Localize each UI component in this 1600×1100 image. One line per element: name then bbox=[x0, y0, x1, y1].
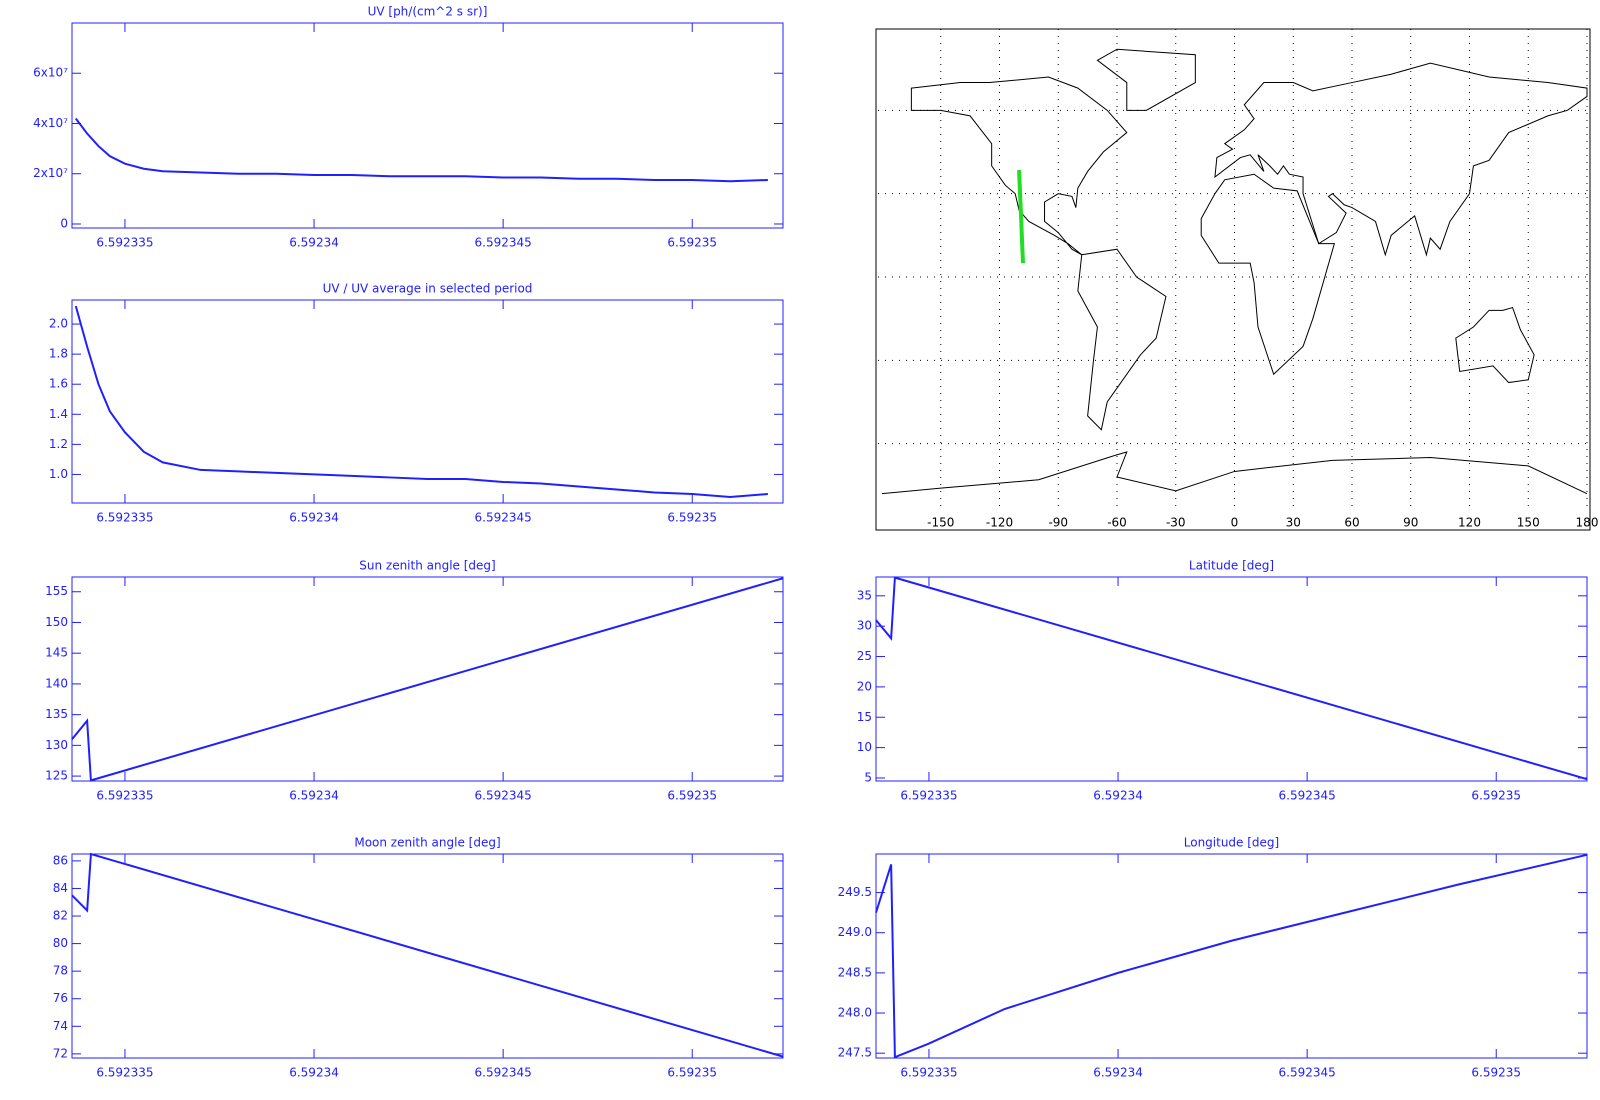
x-tick-label: 90 bbox=[1403, 516, 1418, 530]
y-tick-label: 1.8 bbox=[49, 347, 68, 361]
map-frame bbox=[875, 28, 1591, 531]
plot-frame bbox=[71, 576, 784, 782]
y-tick-label: 0 bbox=[60, 216, 68, 230]
x-tick-label: 6.59234 bbox=[1093, 789, 1143, 803]
data-line bbox=[74, 305, 768, 498]
x-tick-label: 6.59235 bbox=[1471, 1066, 1521, 1080]
chart-title: Latitude [deg] bbox=[1189, 559, 1274, 573]
plot-frame bbox=[875, 576, 1588, 782]
plot-frame bbox=[71, 853, 784, 1059]
y-tick-label: 155 bbox=[45, 584, 68, 598]
x-tick-label: -120 bbox=[986, 516, 1013, 530]
y-tick-label: 2.0 bbox=[49, 317, 68, 331]
y-tick-label: 125 bbox=[45, 769, 68, 783]
x-tick-label: -150 bbox=[927, 516, 954, 530]
x-tick-label: 6.59234 bbox=[289, 236, 339, 250]
y-tick-label: 78 bbox=[53, 964, 68, 978]
y-tick-label: 145 bbox=[45, 646, 68, 660]
x-tick-label: 6.592335 bbox=[900, 1066, 957, 1080]
y-tick-label: 10 bbox=[857, 740, 872, 754]
orbit-track bbox=[1017, 169, 1025, 264]
x-tick-label: 6.592335 bbox=[96, 1066, 153, 1080]
chart-title: Sun zenith angle [deg] bbox=[359, 559, 495, 573]
x-tick-label: 6.592335 bbox=[96, 236, 153, 250]
y-tick-label: 1.0 bbox=[49, 467, 68, 481]
x-tick-label: 30 bbox=[1286, 516, 1301, 530]
x-tick-label: 60 bbox=[1344, 516, 1359, 530]
x-tick-label: 180 bbox=[1576, 516, 1599, 530]
x-tick-label: 6.592345 bbox=[1279, 789, 1336, 803]
y-tick-label: 249.0 bbox=[838, 925, 872, 939]
y-tick-label: 130 bbox=[45, 738, 68, 752]
y-tick-label: 80 bbox=[53, 936, 68, 950]
chart-title: UV / UV average in selected period bbox=[323, 282, 533, 296]
y-tick-label: 248.0 bbox=[838, 1006, 872, 1020]
plot-frame bbox=[875, 853, 1588, 1059]
x-tick-label: 6.592335 bbox=[96, 789, 153, 803]
data-line bbox=[71, 577, 784, 782]
x-tick-label: 0 bbox=[1231, 516, 1239, 530]
y-tick-label: 76 bbox=[53, 991, 68, 1005]
y-tick-label: 6x10⁷ bbox=[33, 66, 68, 80]
plot-frame bbox=[71, 299, 784, 504]
chart-title: UV [ph/(cm^2 s sr)] bbox=[368, 5, 488, 19]
coastlines bbox=[882, 49, 1587, 493]
y-tick-label: 74 bbox=[53, 1019, 68, 1033]
x-tick-label: 6.59234 bbox=[1093, 1066, 1143, 1080]
y-tick-label: 1.2 bbox=[49, 437, 68, 451]
x-tick-label: 6.59234 bbox=[289, 1066, 339, 1080]
x-tick-label: -30 bbox=[1166, 516, 1186, 530]
y-tick-label: 150 bbox=[45, 615, 68, 629]
x-tick-label: 120 bbox=[1458, 516, 1481, 530]
x-tick-label: 6.59235 bbox=[667, 789, 717, 803]
x-tick-label: 6.59234 bbox=[289, 789, 339, 803]
y-tick-label: 25 bbox=[857, 649, 872, 663]
y-tick-label: 35 bbox=[857, 588, 872, 602]
data-line bbox=[875, 576, 1588, 781]
y-tick-label: 5 bbox=[864, 770, 872, 784]
y-tick-label: 2x10⁷ bbox=[33, 166, 68, 180]
x-tick-label: 6.592335 bbox=[96, 511, 153, 525]
x-tick-label: 6.592345 bbox=[475, 236, 532, 250]
x-tick-label: 6.59235 bbox=[667, 511, 717, 525]
x-tick-label: 6.592345 bbox=[475, 789, 532, 803]
y-tick-label: 82 bbox=[53, 909, 68, 923]
x-tick-label: 6.592345 bbox=[475, 1066, 532, 1080]
x-tick-label: 6.59235 bbox=[667, 1066, 717, 1080]
chart-title: Longitude [deg] bbox=[1184, 836, 1279, 850]
x-tick-label: 6.592335 bbox=[900, 789, 957, 803]
x-tick-label: 6.59234 bbox=[289, 511, 339, 525]
data-line bbox=[74, 117, 768, 183]
chart-title: Moon zenith angle [deg] bbox=[354, 836, 500, 850]
data-line bbox=[875, 853, 1588, 1059]
x-tick-label: 6.59235 bbox=[1471, 789, 1521, 803]
y-tick-label: 248.5 bbox=[838, 965, 872, 979]
data-line bbox=[71, 852, 784, 1058]
x-tick-label: 6.592345 bbox=[475, 511, 532, 525]
plot-frame bbox=[71, 22, 784, 229]
y-tick-label: 86 bbox=[53, 853, 68, 867]
y-tick-label: 1.4 bbox=[49, 407, 68, 421]
y-tick-label: 135 bbox=[45, 707, 68, 721]
y-tick-label: 15 bbox=[857, 710, 872, 724]
x-tick-label: -90 bbox=[1048, 516, 1068, 530]
x-tick-label: 6.59235 bbox=[667, 236, 717, 250]
y-tick-label: 1.6 bbox=[49, 377, 68, 391]
x-tick-label: 6.592345 bbox=[1279, 1066, 1336, 1080]
x-tick-label: -60 bbox=[1107, 516, 1127, 530]
y-tick-label: 4x10⁷ bbox=[33, 116, 68, 130]
y-tick-label: 140 bbox=[45, 676, 68, 690]
y-tick-label: 84 bbox=[53, 881, 68, 895]
y-tick-label: 30 bbox=[857, 619, 872, 633]
y-tick-label: 72 bbox=[53, 1046, 68, 1060]
y-tick-label: 249.5 bbox=[838, 885, 872, 899]
y-tick-label: 247.5 bbox=[838, 1046, 872, 1060]
x-tick-label: 150 bbox=[1517, 516, 1540, 530]
y-tick-label: 20 bbox=[857, 679, 872, 693]
